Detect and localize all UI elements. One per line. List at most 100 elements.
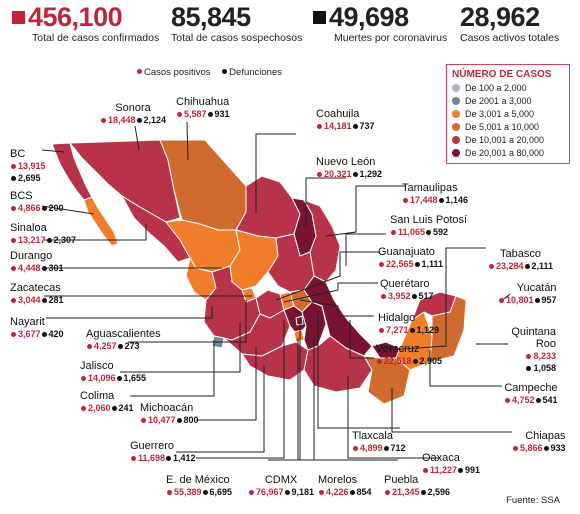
positive-dot-icon: [11, 265, 16, 271]
scale-swatch-icon: [452, 84, 460, 92]
state-deaths: 517: [418, 291, 434, 301]
state-label-michoacan: Michoacán 10,477 800: [140, 402, 199, 426]
deaths-dot-icon: [111, 405, 117, 411]
state-positive: 2,060: [88, 403, 111, 413]
deaths-dot-icon: [41, 297, 47, 303]
scale-item: De 5,001 a 10,000: [452, 121, 564, 134]
positive-dot-icon: [11, 237, 16, 243]
deaths-dot-icon: [166, 455, 172, 461]
positive-dot-icon: [81, 405, 86, 411]
state-deaths: 9,181: [291, 487, 315, 497]
deaths-marker-icon: [313, 11, 326, 24]
state-positive: 4,226: [326, 487, 349, 497]
state-name: Querétaro: [380, 278, 430, 290]
positive-dot-icon: [526, 353, 532, 359]
positive-dot-icon: [167, 489, 172, 495]
state-label-hidalgo: Hidalgo 7,271 1,129: [378, 312, 439, 336]
scale-item-label: De 5,001 a 10,000: [465, 122, 540, 132]
positive-dot-icon: [423, 467, 428, 473]
state-label-coahuila: Coahuila 14,181 737: [316, 108, 375, 132]
state-label-yucatan: Yucatán 10,801 957: [498, 282, 557, 306]
state-name: Morelos: [318, 474, 358, 486]
state-name: Sonora: [115, 102, 151, 114]
state-label-oaxaca: Oaxaca 11,227 991: [422, 452, 480, 476]
state-deaths: 1,655: [123, 373, 147, 383]
scale-swatch-icon: [452, 136, 460, 144]
state-positive: 11,698: [138, 453, 166, 463]
state-label-cdmx: CDMX 76,967 9,181: [248, 474, 314, 498]
deaths-dot-icon: [11, 175, 16, 181]
scale-swatch-icon: [452, 110, 460, 118]
state-positive: 13,915: [18, 161, 46, 171]
positive-dot-icon: [141, 417, 146, 423]
positive-dot-icon: [381, 293, 386, 299]
stat-active: 28,962 Casos activos totales: [460, 2, 559, 45]
scale-item-label: De 20,001 a 80,000: [465, 148, 545, 158]
deaths-dot-icon: [458, 467, 464, 473]
state-deaths: 281: [48, 295, 64, 305]
scale-item-label: De 10,001 a 20,000: [465, 135, 545, 145]
state-deaths: 2,905: [419, 356, 443, 366]
region-sonora: [69, 139, 181, 223]
scale-item-label: De 2001 a 3,000: [465, 96, 532, 106]
positive-dot-icon: [11, 297, 16, 303]
state-deaths: 241: [118, 403, 134, 413]
stat-active-label: Casos activos totales: [460, 32, 560, 44]
deaths-dot-icon: [409, 327, 415, 333]
state-label-jalisco: Jalisco 14,096 1,655: [80, 360, 146, 384]
dot-legend: Casos positivos Defunciones: [136, 67, 290, 78]
state-deaths: 991: [465, 465, 481, 475]
deaths-dot-icon: [41, 205, 47, 211]
state-name: Oaxaca: [422, 452, 460, 464]
positive-dot-icon: [81, 375, 86, 381]
positive-dot-icon: [403, 197, 408, 203]
deaths-dot-icon: [349, 489, 355, 495]
region-cdmx: [295, 315, 304, 326]
state-positive: 22,518: [384, 356, 412, 366]
legend-deaths: Defunciones: [229, 67, 282, 78]
scale-swatch-icon: [452, 123, 460, 131]
state-label-nuevo-leon: Nuevo León 20,321 1,292: [316, 156, 382, 180]
scale-item: De 20,001 a 80,000: [452, 147, 564, 160]
positive-dot-icon: [11, 331, 16, 337]
positive-dot-icon: [379, 261, 384, 267]
state-deaths: 1,058: [533, 363, 556, 373]
state-name: Tamaulipas: [402, 182, 458, 194]
state-deaths: 541: [542, 395, 558, 405]
state-positive: 5,587: [184, 109, 207, 119]
state-positive: 11,065: [398, 227, 426, 237]
region-chiapas: [363, 355, 411, 405]
state-name: Tabasco: [500, 248, 542, 260]
state-label-morelos: Morelos 4,226 854: [318, 474, 372, 498]
stat-suspected-value: 85,845: [171, 2, 251, 32]
confirmed-marker-icon: [12, 11, 25, 24]
state-positive: 13,217: [18, 235, 46, 245]
positive-dot-icon: [391, 229, 396, 235]
state-label-quintana-roo: Quintana Roo 8,233 1,058: [508, 326, 556, 374]
state-deaths: 301: [48, 263, 64, 273]
state-label-nayarit: Nayarit 3,677 420: [10, 316, 64, 340]
deaths-dot-icon: [136, 117, 142, 123]
deaths-dot-icon: [412, 358, 418, 364]
stat-deaths: 49,698 Muertes por coronavirus: [313, 2, 447, 45]
state-label-puebla: Puebla 21,345 2,596: [384, 474, 450, 498]
deaths-dot-icon: [207, 111, 213, 117]
positive-dot-icon: [379, 327, 384, 333]
state-label-campeche: Campeche 4,752 541: [504, 382, 558, 406]
state-positive: 8,233: [533, 351, 556, 361]
deaths-dot-icon: [41, 331, 47, 337]
deaths-dot-icon: [524, 263, 530, 269]
state-name: Coahuila: [316, 108, 360, 120]
deaths-dot-icon: [222, 69, 228, 75]
positive-dot-icon: [317, 123, 322, 129]
state-positive: 11,227: [430, 465, 458, 475]
state-name: BC: [10, 148, 26, 160]
state-name: CDMX: [264, 474, 298, 486]
state-positive: 4,257: [94, 341, 117, 351]
positive-dot-icon: [377, 358, 382, 364]
state-deaths: 592: [433, 227, 449, 237]
region-zacatecas: [229, 229, 279, 291]
deaths-dot-icon: [411, 293, 417, 299]
state-label-chiapas: Chiapas 5,866 933: [512, 430, 566, 454]
